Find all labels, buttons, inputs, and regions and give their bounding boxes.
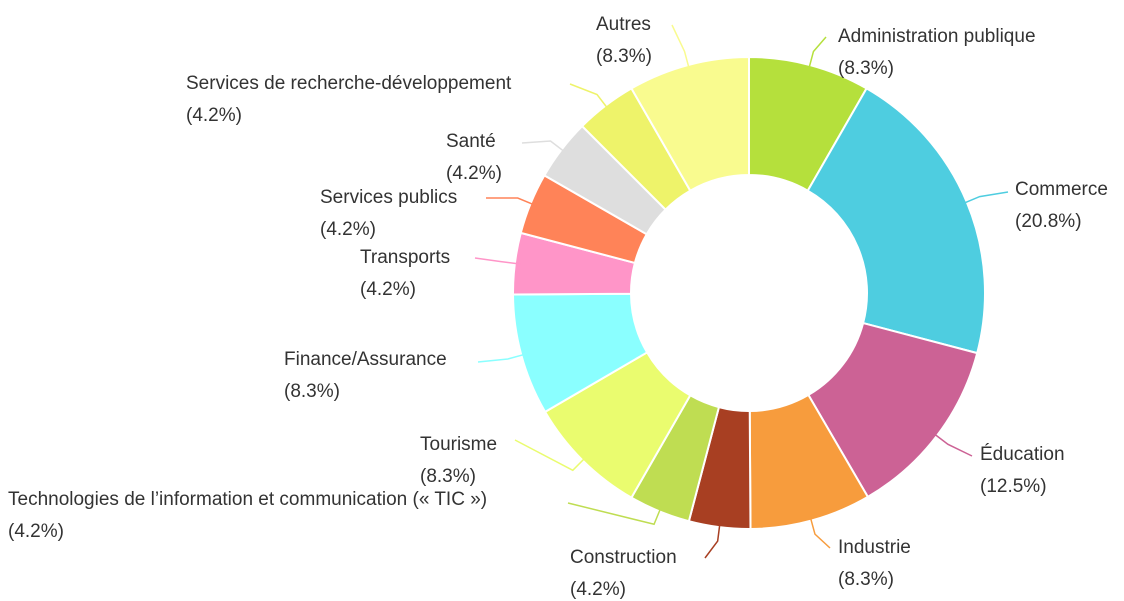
slice-value-label: (8.3%) bbox=[838, 569, 894, 590]
leader-line bbox=[485, 197, 537, 207]
slice-value-label: (8.3%) bbox=[838, 58, 894, 79]
leader-line bbox=[807, 36, 827, 71]
donut-slice bbox=[630, 55, 750, 193]
slice-label: Administration publique bbox=[838, 26, 1036, 47]
leader-line bbox=[960, 191, 1009, 206]
slice-label: Éducation bbox=[980, 444, 1065, 465]
slice-label: Industrie bbox=[838, 537, 911, 558]
slice-value-label: (4.2%) bbox=[8, 521, 64, 542]
leader-line bbox=[477, 352, 528, 363]
leader-line bbox=[521, 140, 567, 154]
slice-value-label: (4.2%) bbox=[446, 163, 502, 184]
slice-label: Autres bbox=[596, 14, 651, 35]
donut-slice bbox=[806, 87, 986, 355]
leader-line bbox=[569, 83, 610, 111]
slice-label: Construction bbox=[570, 547, 677, 568]
slice-value-label: (20.8%) bbox=[1015, 211, 1082, 232]
leader-line bbox=[567, 502, 663, 526]
slice-label: Technologies de l’information et communi… bbox=[8, 489, 487, 510]
slice-label: Commerce bbox=[1015, 179, 1108, 200]
leader-line bbox=[474, 257, 521, 265]
slice-value-label: (4.2%) bbox=[186, 105, 242, 126]
slice-label: Tourisme bbox=[420, 434, 497, 455]
leader-line bbox=[931, 431, 973, 457]
slice-value-label: (4.2%) bbox=[320, 219, 376, 240]
slice-value-label: (8.3%) bbox=[284, 381, 340, 402]
leader-line bbox=[704, 521, 721, 559]
slice-label: Finance/Assurance bbox=[284, 349, 447, 370]
slice-label: Services publics bbox=[320, 187, 457, 208]
slice-value-label: (8.3%) bbox=[420, 466, 476, 487]
leader-line bbox=[514, 439, 588, 472]
slice-value-label: (8.3%) bbox=[596, 46, 652, 67]
leader-line bbox=[671, 24, 691, 71]
slice-value-label: (4.2%) bbox=[360, 279, 416, 300]
slice-label: Santé bbox=[446, 131, 496, 152]
slice-label: Transports bbox=[360, 247, 450, 268]
leader-line bbox=[808, 514, 831, 549]
slice-value-label: (4.2%) bbox=[570, 579, 626, 600]
slice-value-label: (12.5%) bbox=[980, 476, 1047, 497]
slice-label: Services de recherche-développement bbox=[186, 73, 512, 94]
